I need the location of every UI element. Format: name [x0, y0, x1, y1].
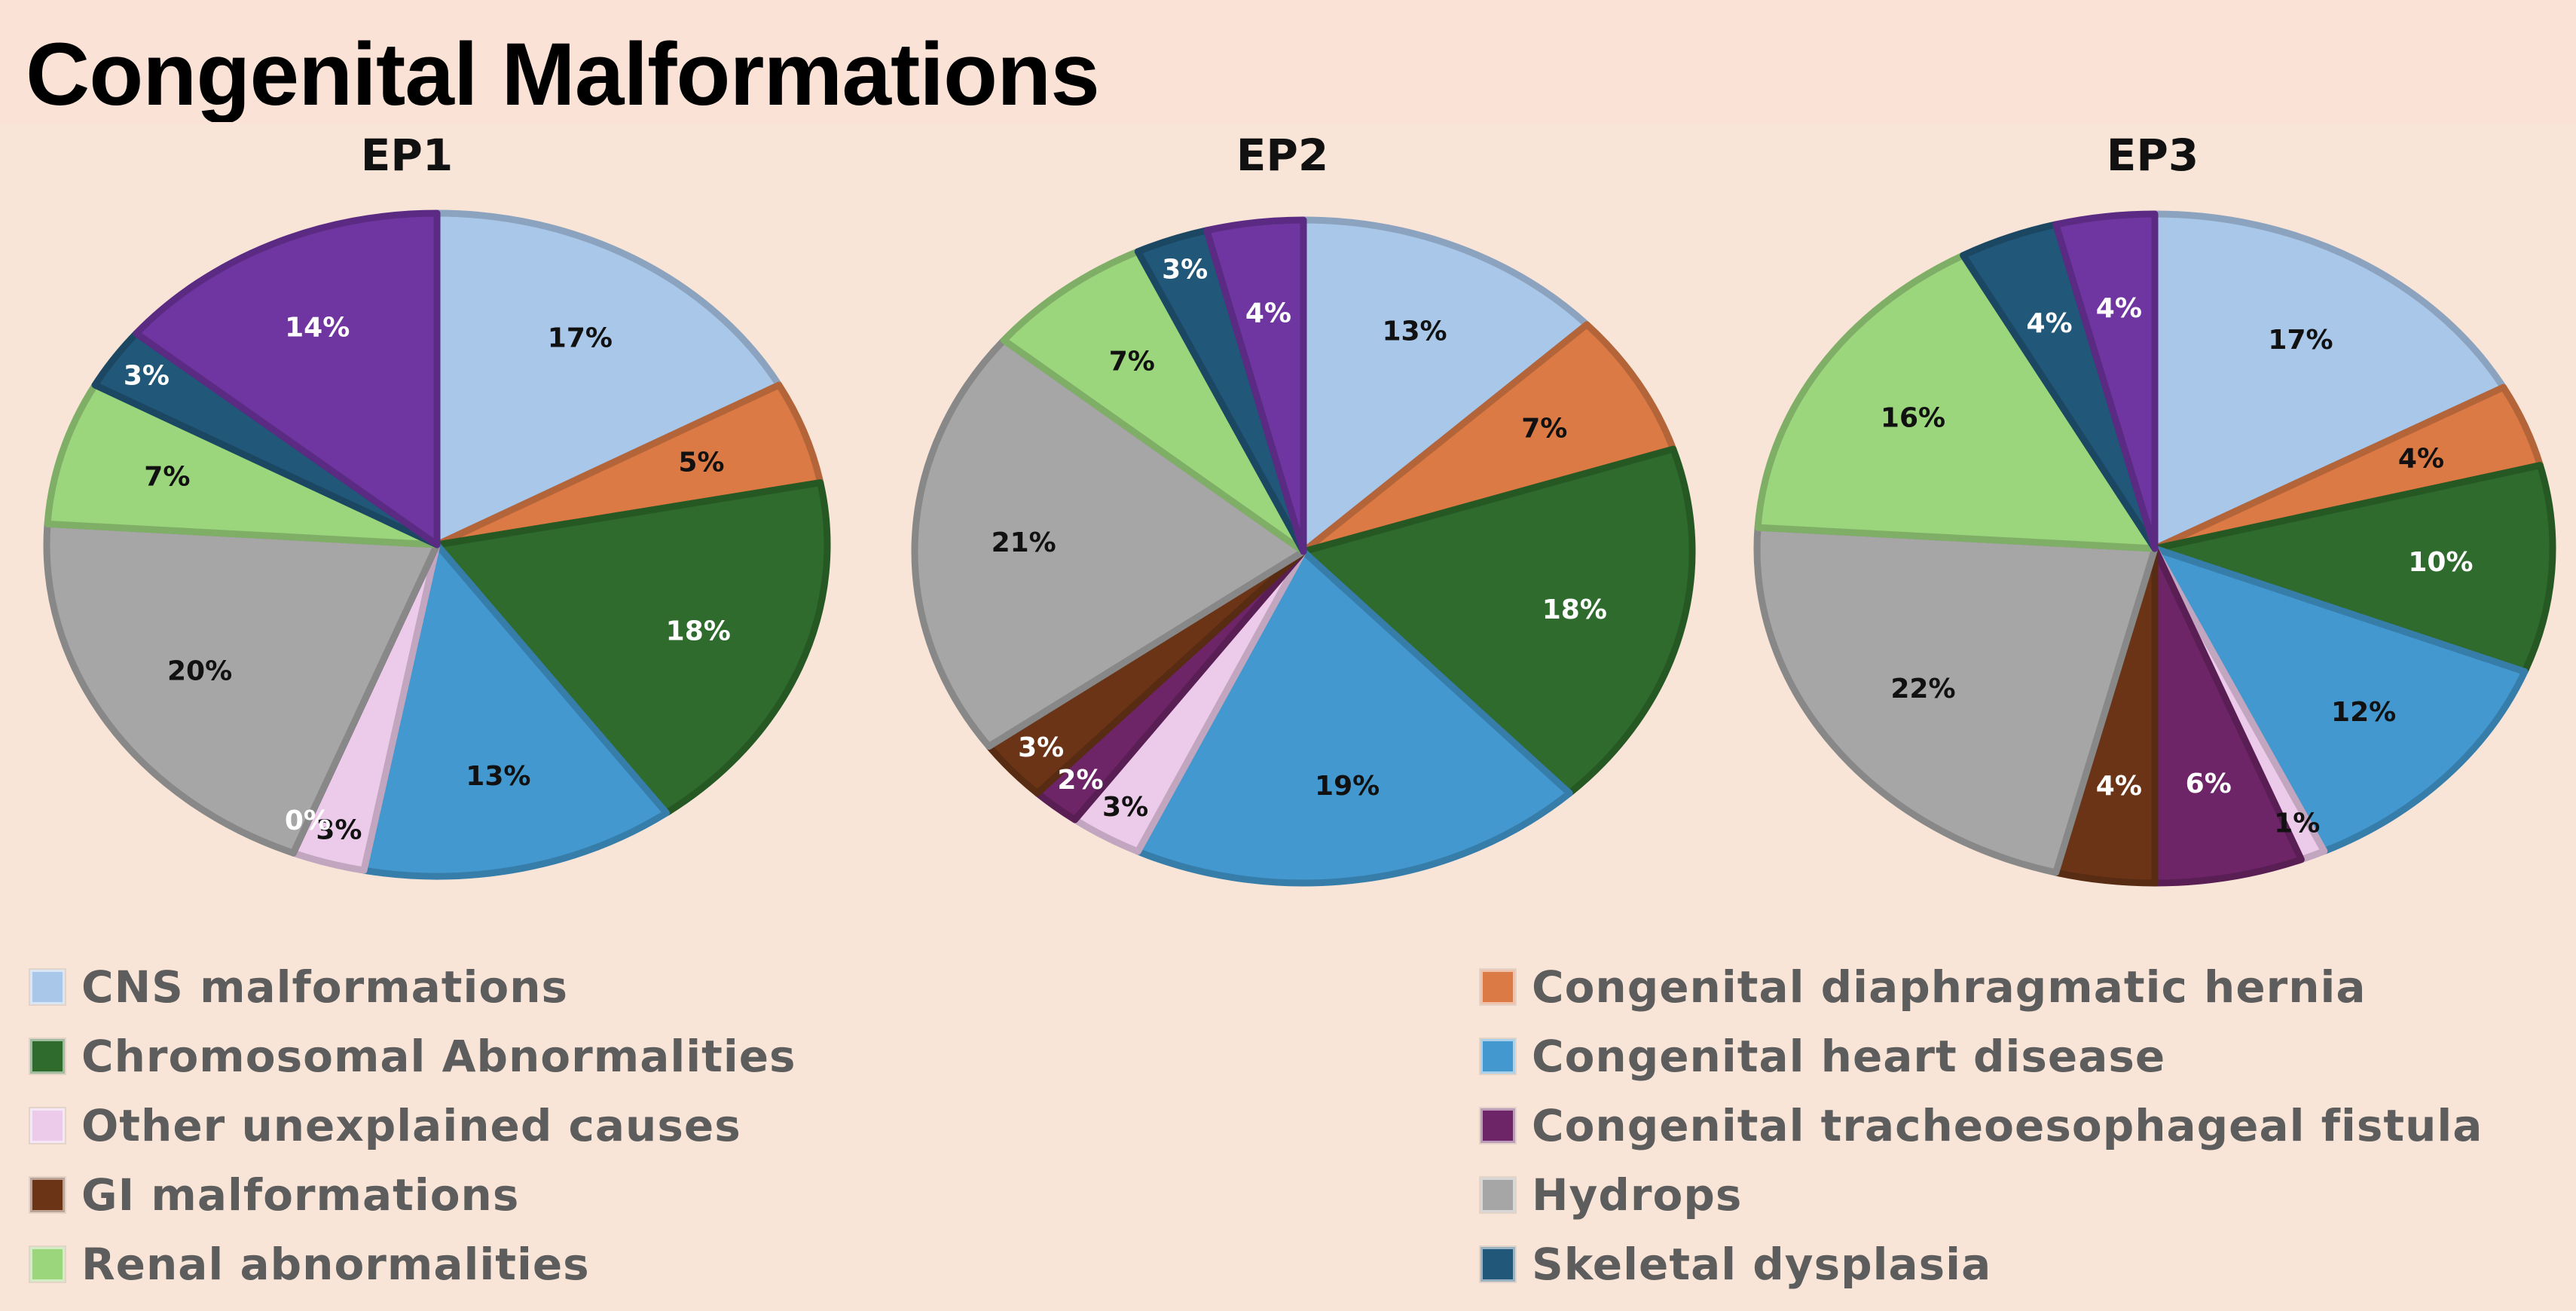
data-label-purple: 14%: [285, 312, 350, 343]
legend-item-hydrops: Hydrops: [1481, 1165, 1742, 1225]
slice-ep3-purple: [2052, 210, 2159, 552]
pie-ep2: 13%7%18%19%3%2%3%21%7%3%4%: [911, 216, 1696, 887]
data-label-tef: 2%: [1057, 765, 1103, 796]
legend: CNS malformations Congenital diaphragmati…: [0, 957, 2576, 1303]
data-label-gi: 3%: [1018, 732, 1064, 763]
data-label-cdh: 7%: [1521, 414, 1567, 445]
pie-charts: 17%5%18%13%3%0%20%7%3%14% 13%7%18%19%3%2%…: [43, 209, 2556, 887]
data-label-hydrops: 21%: [992, 527, 1056, 558]
legend-swatch-other: [30, 1108, 65, 1143]
legend-label-chd: Congenital heart disease: [1532, 1031, 2166, 1082]
data-label-hydrops: 22%: [1890, 674, 1955, 704]
legend-swatch-gi: [30, 1178, 65, 1212]
slice-ep1-purple: [133, 209, 441, 549]
legend-item-other: Other unexplained causes: [30, 1096, 741, 1156]
legend-label-gi: GI malformations: [81, 1169, 520, 1221]
page-title: Congenital Malformations: [26, 30, 1099, 122]
legend-item-skeletal: Skeletal dysplasia: [1481, 1234, 1991, 1294]
data-label-chd: 12%: [2331, 697, 2396, 728]
slice-ep3-chrom: [2151, 462, 2556, 675]
legend-item-chd: Congenital heart disease: [1481, 1026, 2165, 1086]
data-label-cns: 17%: [2268, 325, 2333, 356]
legend-swatch-skeletal: [1481, 1247, 1515, 1282]
slice-ep2-cdh: [1300, 321, 1677, 555]
chart-title-ep2: EP2: [1236, 130, 1329, 181]
pie-ep3: 17% 4% 10% 12% 1% 6% 4% 22% 16% 4% 4%: [1753, 210, 2556, 887]
data-label-other: 1%: [2274, 808, 2320, 839]
data-label-tef: 0%: [285, 805, 331, 836]
legend-item-renal: Renal abnormalities: [30, 1234, 590, 1294]
slice-ep3-hydrops: [1753, 524, 2159, 876]
data-label-chd: 13%: [466, 761, 530, 792]
legend-item-cdh: Congenital diaphragmatic hernia: [1481, 957, 2367, 1017]
slice-ep1-chrom: [433, 479, 831, 817]
legend-swatch-chd: [1481, 1039, 1515, 1074]
legend-label-cdh: Congenital diaphragmatic hernia: [1532, 961, 2367, 1013]
data-label-hydrops: 20%: [167, 656, 232, 687]
legend-label-hydrops: Hydrops: [1532, 1169, 1743, 1221]
data-label-renal: 7%: [1109, 347, 1155, 377]
slice-ep1-hydrops: [43, 520, 441, 857]
chart-title-ep1: EP1: [360, 130, 454, 181]
legend-swatch-renal: [30, 1247, 65, 1282]
chart-title-ep3: EP3: [2106, 130, 2199, 181]
legend-swatch-cdh: [1481, 970, 1515, 1004]
legend-swatch-cns: [30, 970, 65, 1004]
data-label-tef: 6%: [2186, 769, 2232, 799]
data-label-purple: 4%: [2096, 293, 2142, 324]
title-band: [0, 0, 2576, 124]
slice-ep2-chd: [1134, 548, 1573, 887]
legend-label-cns: CNS malformations: [81, 961, 569, 1013]
slice-ep3-renal: [1754, 252, 2159, 552]
slice-ep1-cns: [433, 209, 783, 549]
legend-swatch-chrom: [30, 1039, 65, 1074]
legend-item-gi: GI malformations: [30, 1165, 519, 1225]
data-label-gi: 4%: [2096, 771, 2142, 802]
pie-ep1: 17%5%18%13%3%0%20%7%3%14%: [43, 209, 831, 880]
data-label-cns: 13%: [1382, 316, 1447, 347]
data-label-purple: 4%: [1245, 298, 1291, 329]
legend-item-cns: CNS malformations: [30, 957, 568, 1017]
data-label-cns: 17%: [548, 322, 613, 353]
slice-ep3-chd: [2151, 545, 2529, 855]
legend-label-chrom: Chromosomal Abnormalities: [81, 1031, 796, 1082]
legend-label-renal: Renal abnormalities: [81, 1239, 590, 1290]
data-label-skeletal: 3%: [1162, 254, 1208, 285]
slice-ep1-chd: [360, 541, 670, 880]
legend-swatch-hydrops: [1481, 1178, 1515, 1212]
slice-ep2-renal: [1000, 248, 1307, 555]
data-label-skeletal: 3%: [124, 360, 170, 391]
slice-ep2-purple: [1203, 216, 1307, 555]
data-label-skeletal: 4%: [2026, 308, 2072, 339]
data-label-chrom: 18%: [1542, 594, 1607, 625]
data-label-cdh: 5%: [678, 448, 724, 478]
slice-ep3-tef: [2151, 545, 2305, 887]
legend-item-chrom: Chromosomal Abnormalities: [30, 1026, 796, 1086]
data-label-other: 3%: [1102, 792, 1148, 823]
data-label-renal: 16%: [1881, 403, 1945, 434]
data-label-cdh: 4%: [2398, 443, 2444, 474]
data-label-chrom: 10%: [2408, 547, 2473, 578]
data-label-other: 3%: [316, 814, 362, 845]
legend-item-tef: Congenital tracheoesophageal fistula: [1481, 1096, 2483, 1156]
legend-label-tef: Congenital tracheoesophageal fistula: [1532, 1100, 2483, 1151]
slice-ep2-hydrops: [911, 337, 1307, 750]
legend-swatch-tef: [1481, 1108, 1515, 1143]
data-label-renal: 7%: [144, 462, 190, 493]
legend-label-other: Other unexplained causes: [81, 1100, 741, 1151]
data-label-chd: 19%: [1315, 771, 1380, 802]
slice-ep2-chrom: [1300, 445, 1696, 797]
legend-label-skeletal: Skeletal dysplasia: [1532, 1239, 1992, 1290]
data-label-chrom: 18%: [666, 616, 731, 647]
slice-ep3-cns: [2151, 210, 2507, 552]
slice-ep1-renal: [44, 381, 441, 549]
slice-ep2-cns: [1300, 216, 1591, 555]
